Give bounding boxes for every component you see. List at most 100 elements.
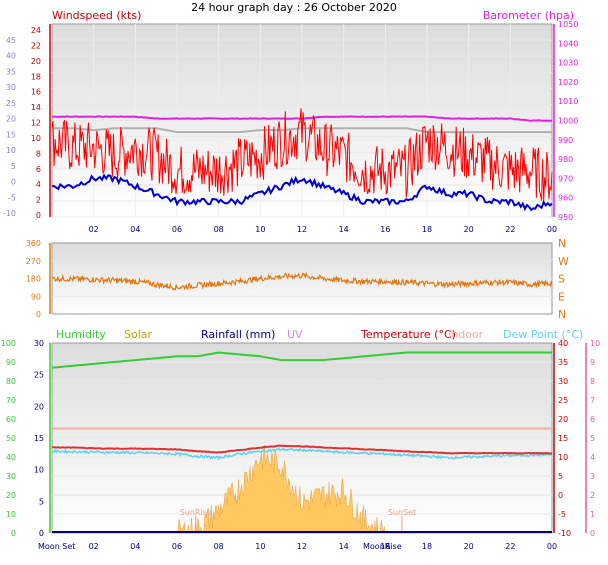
time-axis-tick: 02 <box>89 542 99 551</box>
humidity-line <box>51 351 552 369</box>
wind-axis-tick: 18 <box>31 72 41 81</box>
uv-axis-tick: 6 <box>590 415 595 424</box>
uv-axis-tick: 7 <box>590 396 595 405</box>
barometer-axis-tick: 1040 <box>558 39 578 48</box>
direction-axis-tick: 90 <box>31 292 41 301</box>
legend-entry: Temperature (°C) <box>360 328 456 341</box>
time-axis-tick: 20 <box>464 225 474 234</box>
uv-axis-tick: 9 <box>590 358 595 367</box>
time-axis-tick: 06 <box>172 542 182 551</box>
humidity-axis-tick: 100 <box>1 339 16 348</box>
barometer-line <box>52 115 553 122</box>
time-axis-tick: 02 <box>89 225 99 234</box>
temperature-axis-tick: 0 <box>558 491 563 500</box>
humidity-axis-tick: 40 <box>6 453 16 462</box>
uv-axis-tick: 0 <box>590 529 595 538</box>
temperature-axis-tick: 15 <box>558 434 568 443</box>
chart-title: 24 hour graph day : 26 October 2020 <box>191 1 397 14</box>
compass-label: N <box>558 308 566 321</box>
temperature-axis-tick: 40 <box>558 339 568 348</box>
uv-axis-tick: 1 <box>590 510 595 519</box>
rainfall-axis-tick: 15 <box>34 434 44 443</box>
wind-outer-axis-tick: 30 <box>6 83 16 92</box>
barometer-axis-tick: 960 <box>558 194 573 203</box>
rainfall-axis-tick: 0 <box>39 529 44 538</box>
direction-axis-tick: 180 <box>26 275 41 284</box>
wind-axis-tick: 14 <box>31 103 41 112</box>
barometer-axis-tick: 1050 <box>558 20 578 29</box>
barometer-axis-tick: 950 <box>558 213 573 222</box>
temperature-axis-tick: 20 <box>558 415 568 424</box>
temperature-axis-tick: -10 <box>558 529 571 538</box>
windspeed-average-line <box>51 173 553 212</box>
wind-outer-axis-tick: 5 <box>11 162 16 171</box>
time-axis-tick: 16 <box>380 225 390 234</box>
legend-entry: Rainfall (mm) <box>201 328 275 341</box>
humidity-axis-tick: 0 <box>11 529 16 538</box>
time-axis-tick: 00 <box>547 542 557 551</box>
wind-axis-tick: 12 <box>31 119 41 128</box>
wind-axis-tick: 6 <box>36 165 41 174</box>
barometer-axis-tick: 1030 <box>558 59 578 68</box>
time-axis-tick: 16 <box>380 542 390 551</box>
wind-outer-axis-tick: 40 <box>6 52 16 61</box>
rainfall-axis-tick: 20 <box>34 402 44 411</box>
wind-axis-tick: 2 <box>36 196 41 205</box>
rainfall-axis-tick: 25 <box>34 371 44 380</box>
time-axis-tick: 18 <box>422 542 432 551</box>
temperature-axis-tick: 10 <box>558 453 568 462</box>
humidity-axis-tick: 80 <box>6 377 16 386</box>
direction-axis-tick: 360 <box>26 239 41 248</box>
barometer-axis-tick: 1000 <box>558 117 578 126</box>
dew-point-line <box>51 447 553 461</box>
time-axis-tick: 10 <box>255 542 265 551</box>
time-axis-tick: 14 <box>339 225 349 234</box>
wind-outer-axis-tick: 20 <box>6 115 16 124</box>
temperature-axis-tick: 5 <box>558 472 563 481</box>
time-axis-tick: 22 <box>505 225 515 234</box>
compass-label: E <box>558 290 565 303</box>
windspeed-axis-title: Windspeed (kts) <box>52 9 141 22</box>
humidity-axis-tick: 70 <box>6 396 16 405</box>
wind-axis-tick: 16 <box>31 88 41 97</box>
humidity-axis-tick: 30 <box>6 472 16 481</box>
time-axis-tick: 08 <box>214 225 224 234</box>
time-axis-tick: 00 <box>547 225 557 234</box>
wind-outer-axis-tick: 0 <box>11 178 16 187</box>
legend-entry: Solar <box>124 328 153 341</box>
humidity-axis-tick: 90 <box>6 358 16 367</box>
temperature-axis-tick: 35 <box>558 358 568 367</box>
temperature-axis-tick: -5 <box>558 510 566 519</box>
wind-axis-tick: 22 <box>31 41 41 50</box>
time-axis-tick: 08 <box>214 542 224 551</box>
wind-outer-axis-tick: 35 <box>6 67 16 76</box>
temperature-line <box>51 444 553 455</box>
barometer-axis-tick: 1020 <box>558 78 578 87</box>
legend-entry: Humidity <box>56 328 106 341</box>
rainfall-axis-tick: 10 <box>34 466 44 475</box>
temperature-axis-tick: 30 <box>558 377 568 386</box>
uv-axis-tick: 8 <box>590 377 595 386</box>
moon-rise-label: MoonRise <box>363 542 402 551</box>
legend-entry: Indoor <box>448 328 484 341</box>
barometer-axis-tick: 970 <box>558 174 573 183</box>
wind-axis-tick: 24 <box>31 26 41 35</box>
compass-label: N <box>558 237 566 250</box>
wind-outer-axis-tick: 15 <box>6 130 16 139</box>
barometer-axis-title: Barometer (hpa) <box>483 9 574 22</box>
time-axis-tick: 10 <box>255 225 265 234</box>
legend-entry: Dew Point (°C) <box>503 328 583 341</box>
humidity-axis-tick: 50 <box>6 434 16 443</box>
wind-panel: Windspeed (kts) Barometer (hpa) 24222018… <box>3 9 578 234</box>
barometer-axis-tick: 990 <box>558 136 573 145</box>
uv-axis-tick: 5 <box>590 434 595 443</box>
sunset-label: SunSet <box>388 508 416 517</box>
compass-label: S <box>558 273 565 286</box>
rainfall-axis-tick: 30 <box>34 339 44 348</box>
wind-direction-line <box>51 271 553 291</box>
time-axis-tick: 06 <box>172 225 182 234</box>
uv-axis-tick: 10 <box>590 339 600 348</box>
wind-axis-tick: 0 <box>36 211 41 220</box>
